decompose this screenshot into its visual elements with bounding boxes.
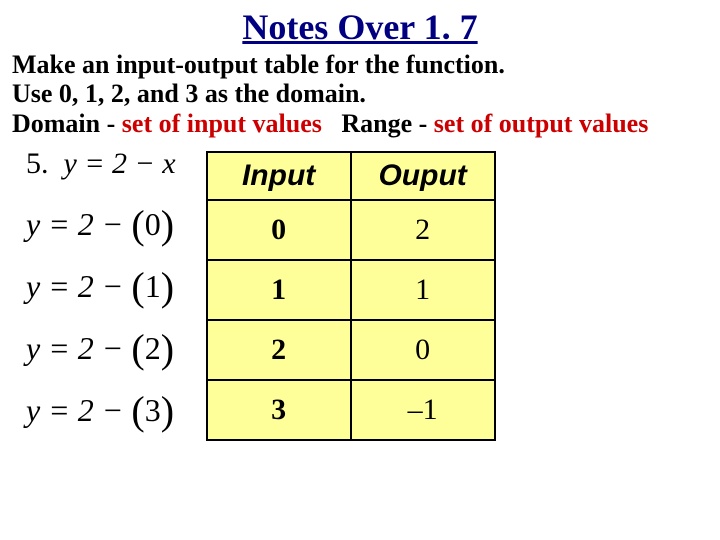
domain-label: Domain - — [12, 109, 115, 138]
content-row: 5. y = 2 − x y = 2 − (0) y = 2 − (1) y =… — [12, 147, 708, 441]
sub-prefix: y = 2 − — [26, 392, 131, 428]
range-label: Range - — [341, 109, 427, 138]
input-cell: 2 — [207, 320, 351, 380]
input-cell: 3 — [207, 380, 351, 440]
sub-prefix: y = 2 − — [26, 206, 131, 242]
page-title: Notes Over 1. 7 — [12, 8, 708, 48]
sub-arg: 0 — [145, 206, 161, 242]
table-header-row: Input Ouput — [207, 152, 495, 200]
output-cell: 2 — [351, 200, 495, 260]
table-row: 2 0 — [207, 320, 495, 380]
substitution-3: y = 2 − (3) — [26, 377, 176, 439]
substitution-1: y = 2 − (1) — [26, 253, 176, 315]
instruction-line-2: Use 0, 1, 2, and 3 as the domain. — [12, 79, 708, 109]
sub-arg: 3 — [145, 392, 161, 428]
definitions-line: Domain - set of input values Range - set… — [12, 109, 708, 139]
problem-eq-text: y = 2 − x — [64, 147, 176, 180]
header-input: Input — [207, 152, 351, 200]
input-cell: 1 — [207, 260, 351, 320]
output-cell: –1 — [351, 380, 495, 440]
equations-block: 5. y = 2 − x y = 2 − (0) y = 2 − (1) y =… — [12, 147, 176, 439]
substitution-0: y = 2 − (0) — [26, 191, 176, 253]
header-output: Ouput — [351, 152, 495, 200]
output-cell: 0 — [351, 320, 495, 380]
problem-equation: 5. y = 2 − x — [26, 147, 176, 181]
range-value: set of output values — [434, 109, 649, 138]
sub-arg: 2 — [145, 330, 161, 366]
io-table: Input Ouput 0 2 1 1 2 0 3 –1 — [206, 151, 496, 441]
instruction-line-1: Make an input-output table for the funct… — [12, 50, 708, 80]
sub-prefix: y = 2 − — [26, 268, 131, 304]
output-cell: 1 — [351, 260, 495, 320]
sub-arg: 1 — [145, 268, 161, 304]
problem-number: 5. — [26, 147, 49, 180]
domain-value: set of input values — [122, 109, 322, 138]
substitution-2: y = 2 − (2) — [26, 315, 176, 377]
table-row: 3 –1 — [207, 380, 495, 440]
table-row: 0 2 — [207, 200, 495, 260]
table-row: 1 1 — [207, 260, 495, 320]
sub-prefix: y = 2 − — [26, 330, 131, 366]
input-cell: 0 — [207, 200, 351, 260]
